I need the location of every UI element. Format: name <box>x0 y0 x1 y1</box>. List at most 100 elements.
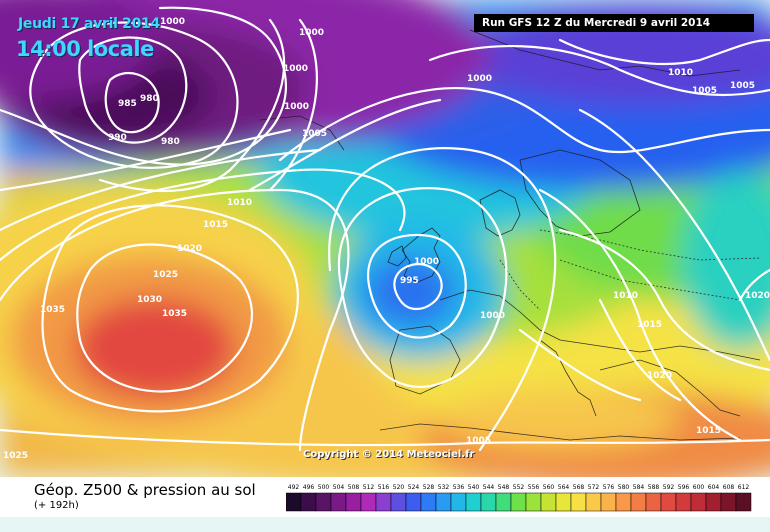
footer-strip <box>0 517 770 532</box>
scale-tick-label: 536 <box>453 484 465 491</box>
scale-swatch <box>300 492 317 512</box>
scale-swatch <box>720 492 737 512</box>
scale-swatch <box>735 492 752 512</box>
scale-swatch <box>555 492 572 512</box>
scale-tick-label: 552 <box>513 484 525 491</box>
scale-tick-label: 572 <box>588 484 600 491</box>
scale-swatch <box>286 492 302 512</box>
scale-tick-label: 508 <box>348 484 360 491</box>
isobar-label: 1020 <box>745 291 770 301</box>
scale-swatch <box>450 492 467 512</box>
isobar-label: 1035 <box>162 309 187 319</box>
scale-tick-label: 608 <box>723 484 735 491</box>
scale-swatch <box>705 492 722 512</box>
isobar-label: 1015 <box>696 426 721 436</box>
scale-swatch <box>435 492 452 512</box>
scale-swatch <box>345 492 362 512</box>
scale-tick-label: 512 <box>363 484 375 491</box>
isobar-label: 1025 <box>3 451 28 461</box>
weather-map: 1000 1000 1000 1000 985 980 990 980 1005… <box>0 0 770 477</box>
isobar-label: 1010 <box>613 291 638 301</box>
scale-swatch <box>360 492 377 512</box>
scale-tick-label: 532 <box>438 484 450 491</box>
scale-swatch <box>540 492 557 512</box>
isobar-label: 1030 <box>137 295 162 305</box>
isobar-label: 990 <box>108 133 127 143</box>
scale-tick-label: 524 <box>408 484 420 491</box>
isobar-label: 1015 <box>203 220 228 230</box>
scale-tick-label: 564 <box>558 484 570 491</box>
scale-swatch <box>330 492 347 512</box>
scale-swatch <box>690 492 707 512</box>
scale-swatch <box>375 492 392 512</box>
scale-tick-label: 600 <box>693 484 705 491</box>
scale-swatch <box>315 492 332 512</box>
isobar-label: 1000 <box>414 257 439 267</box>
scale-tick-label: 500 <box>318 484 330 491</box>
isobar-lines <box>0 6 770 452</box>
color-scale: 492 496 500 504 508 512 516 520 524 528 532 536 540 5… <box>286 484 752 512</box>
scale-tick-label: 548 <box>498 484 510 491</box>
scale-swatch <box>630 492 647 512</box>
scale-tick-label: 612 <box>738 484 750 491</box>
scale-tick-label: 596 <box>678 484 690 491</box>
scale-tick-label: 504 <box>333 484 345 491</box>
forecast-lead-time: (+ 192h) <box>34 500 79 511</box>
isobar-label: 1005 <box>302 129 327 139</box>
scale-swatch <box>570 492 587 512</box>
scale-swatch <box>585 492 602 512</box>
isobar-label: 1010 <box>668 68 693 78</box>
scale-tick-label: 580 <box>618 484 630 491</box>
scale-tick-label: 588 <box>648 484 660 491</box>
scale-tick-label: 496 <box>303 484 315 491</box>
isobar-label: 1000 <box>480 311 505 321</box>
isobar-label: 1000 <box>299 28 324 38</box>
geopotential-field <box>0 0 770 477</box>
isobar-label: 995 <box>400 276 419 286</box>
isobar-label: 1005 <box>730 81 755 91</box>
scale-swatch <box>525 492 542 512</box>
scale-tick-label: 568 <box>573 484 585 491</box>
scale-swatch <box>495 492 512 512</box>
isobar-label: 1020 <box>177 244 202 254</box>
scale-swatch <box>420 492 437 512</box>
isobar-label: 980 <box>161 137 180 147</box>
scale-tick-label: 584 <box>633 484 645 491</box>
scale-swatch <box>600 492 617 512</box>
scale-swatch <box>480 492 497 512</box>
isobar-labels: 1000 1000 1000 1000 985 980 990 980 1005… <box>3 17 770 461</box>
scale-tick-label: 592 <box>663 484 675 491</box>
isobar-label: 1005 <box>692 86 717 96</box>
scale-tick-label: 604 <box>708 484 720 491</box>
isobar-label: 1015 <box>637 320 662 330</box>
isobar-label: 1020 <box>647 371 672 381</box>
scale-tick-label: 556 <box>528 484 540 491</box>
forecast-date: Jeudi 17 avril 2014 <box>18 16 160 32</box>
isobar-label: 980 <box>140 94 159 104</box>
scale-swatch <box>405 492 422 512</box>
scale-tick-label: 528 <box>423 484 435 491</box>
scale-swatch <box>645 492 662 512</box>
isobar-label: 985 <box>118 99 137 109</box>
scale-swatch <box>390 492 407 512</box>
scale-tick-label: 516 <box>378 484 390 491</box>
isobar-label: 1000 <box>283 64 308 74</box>
scale-tick-label: 576 <box>603 484 615 491</box>
scale-swatch <box>465 492 482 512</box>
isobar-label: 1035 <box>40 305 65 315</box>
isobar-label: 1000 <box>467 74 492 84</box>
legend-bar: Géop. Z500 & pression au sol (+ 192h) 49… <box>0 477 770 517</box>
scale-swatch <box>675 492 692 512</box>
scale-tick-label: 520 <box>393 484 405 491</box>
product-title: Géop. Z500 & pression au sol <box>34 481 256 499</box>
scale-tick-label: 560 <box>543 484 555 491</box>
scale-tick-label: 544 <box>483 484 495 491</box>
forecast-time: 14:00 locale <box>16 37 154 61</box>
isobar-label: 1000 <box>284 102 309 112</box>
scale-tick-label: 492 <box>288 484 300 491</box>
isobar-label: 1025 <box>153 270 178 280</box>
model-run-label: Run GFS 12 Z du Mercredi 9 avril 2014 <box>474 14 754 32</box>
scale-swatch <box>615 492 632 512</box>
scale-swatch <box>660 492 677 512</box>
isobar-label: 1000 <box>160 17 185 27</box>
